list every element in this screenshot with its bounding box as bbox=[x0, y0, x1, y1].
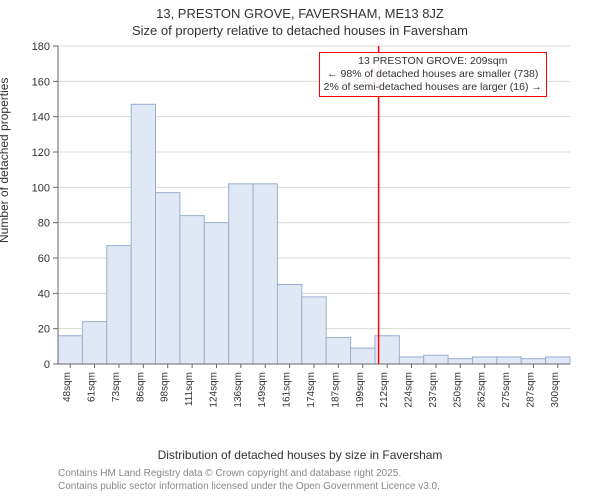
svg-text:212sqm: 212sqm bbox=[379, 372, 390, 408]
annotation-line1: 13 PRESTON GROVE: 209sqm bbox=[324, 55, 542, 68]
svg-text:140: 140 bbox=[32, 112, 50, 124]
svg-text:287sqm: 287sqm bbox=[525, 372, 536, 408]
svg-text:80: 80 bbox=[38, 218, 50, 230]
svg-text:20: 20 bbox=[38, 324, 50, 336]
svg-text:187sqm: 187sqm bbox=[330, 372, 341, 408]
x-axis-label: Distribution of detached houses by size … bbox=[0, 448, 600, 462]
svg-text:180: 180 bbox=[32, 41, 50, 53]
annotation-line2: ← 98% of detached houses are smaller (73… bbox=[324, 68, 542, 81]
svg-text:224sqm: 224sqm bbox=[404, 372, 415, 408]
footnote-line1: Contains HM Land Registry data © Crown c… bbox=[58, 468, 600, 481]
chart-title-description: Size of property relative to detached ho… bbox=[0, 23, 600, 38]
svg-text:86sqm: 86sqm bbox=[135, 372, 146, 402]
footnote-line2: Contains public sector information licen… bbox=[58, 481, 600, 494]
svg-text:199sqm: 199sqm bbox=[355, 372, 366, 408]
svg-text:124sqm: 124sqm bbox=[208, 372, 219, 408]
svg-text:61sqm: 61sqm bbox=[87, 372, 98, 402]
svg-text:275sqm: 275sqm bbox=[501, 372, 512, 408]
svg-text:262sqm: 262sqm bbox=[477, 372, 488, 408]
annotation-line3: 2% of semi-detached houses are larger (1… bbox=[324, 81, 542, 94]
chart-area: Number of detached properties 0204060801… bbox=[0, 38, 600, 448]
svg-text:73sqm: 73sqm bbox=[111, 372, 122, 402]
svg-text:98sqm: 98sqm bbox=[160, 372, 171, 402]
marker-annotation-box: 13 PRESTON GROVE: 209sqm ← 98% of detach… bbox=[319, 52, 547, 97]
svg-text:161sqm: 161sqm bbox=[282, 372, 293, 408]
svg-text:149sqm: 149sqm bbox=[257, 372, 268, 408]
svg-text:136sqm: 136sqm bbox=[233, 372, 244, 408]
svg-text:120: 120 bbox=[32, 147, 50, 159]
svg-text:48sqm: 48sqm bbox=[62, 372, 73, 402]
svg-text:250sqm: 250sqm bbox=[452, 372, 463, 408]
svg-text:237sqm: 237sqm bbox=[428, 372, 439, 408]
histogram-svg: 0 20 40 60 80 100 120 140 160 180 48sqm 61sqm 73sqm 8… bbox=[0, 38, 600, 448]
svg-text:300sqm: 300sqm bbox=[550, 372, 561, 408]
svg-text:100: 100 bbox=[32, 182, 50, 194]
svg-text:60: 60 bbox=[38, 253, 50, 265]
svg-text:40: 40 bbox=[38, 288, 50, 300]
chart-title-address: 13, PRESTON GROVE, FAVERSHAM, ME13 8JZ bbox=[0, 6, 600, 21]
svg-text:111sqm: 111sqm bbox=[184, 372, 195, 406]
footnote: Contains HM Land Registry data © Crown c… bbox=[0, 462, 600, 493]
svg-text:174sqm: 174sqm bbox=[306, 372, 317, 408]
svg-text:0: 0 bbox=[44, 359, 50, 371]
svg-text:160: 160 bbox=[32, 76, 50, 88]
